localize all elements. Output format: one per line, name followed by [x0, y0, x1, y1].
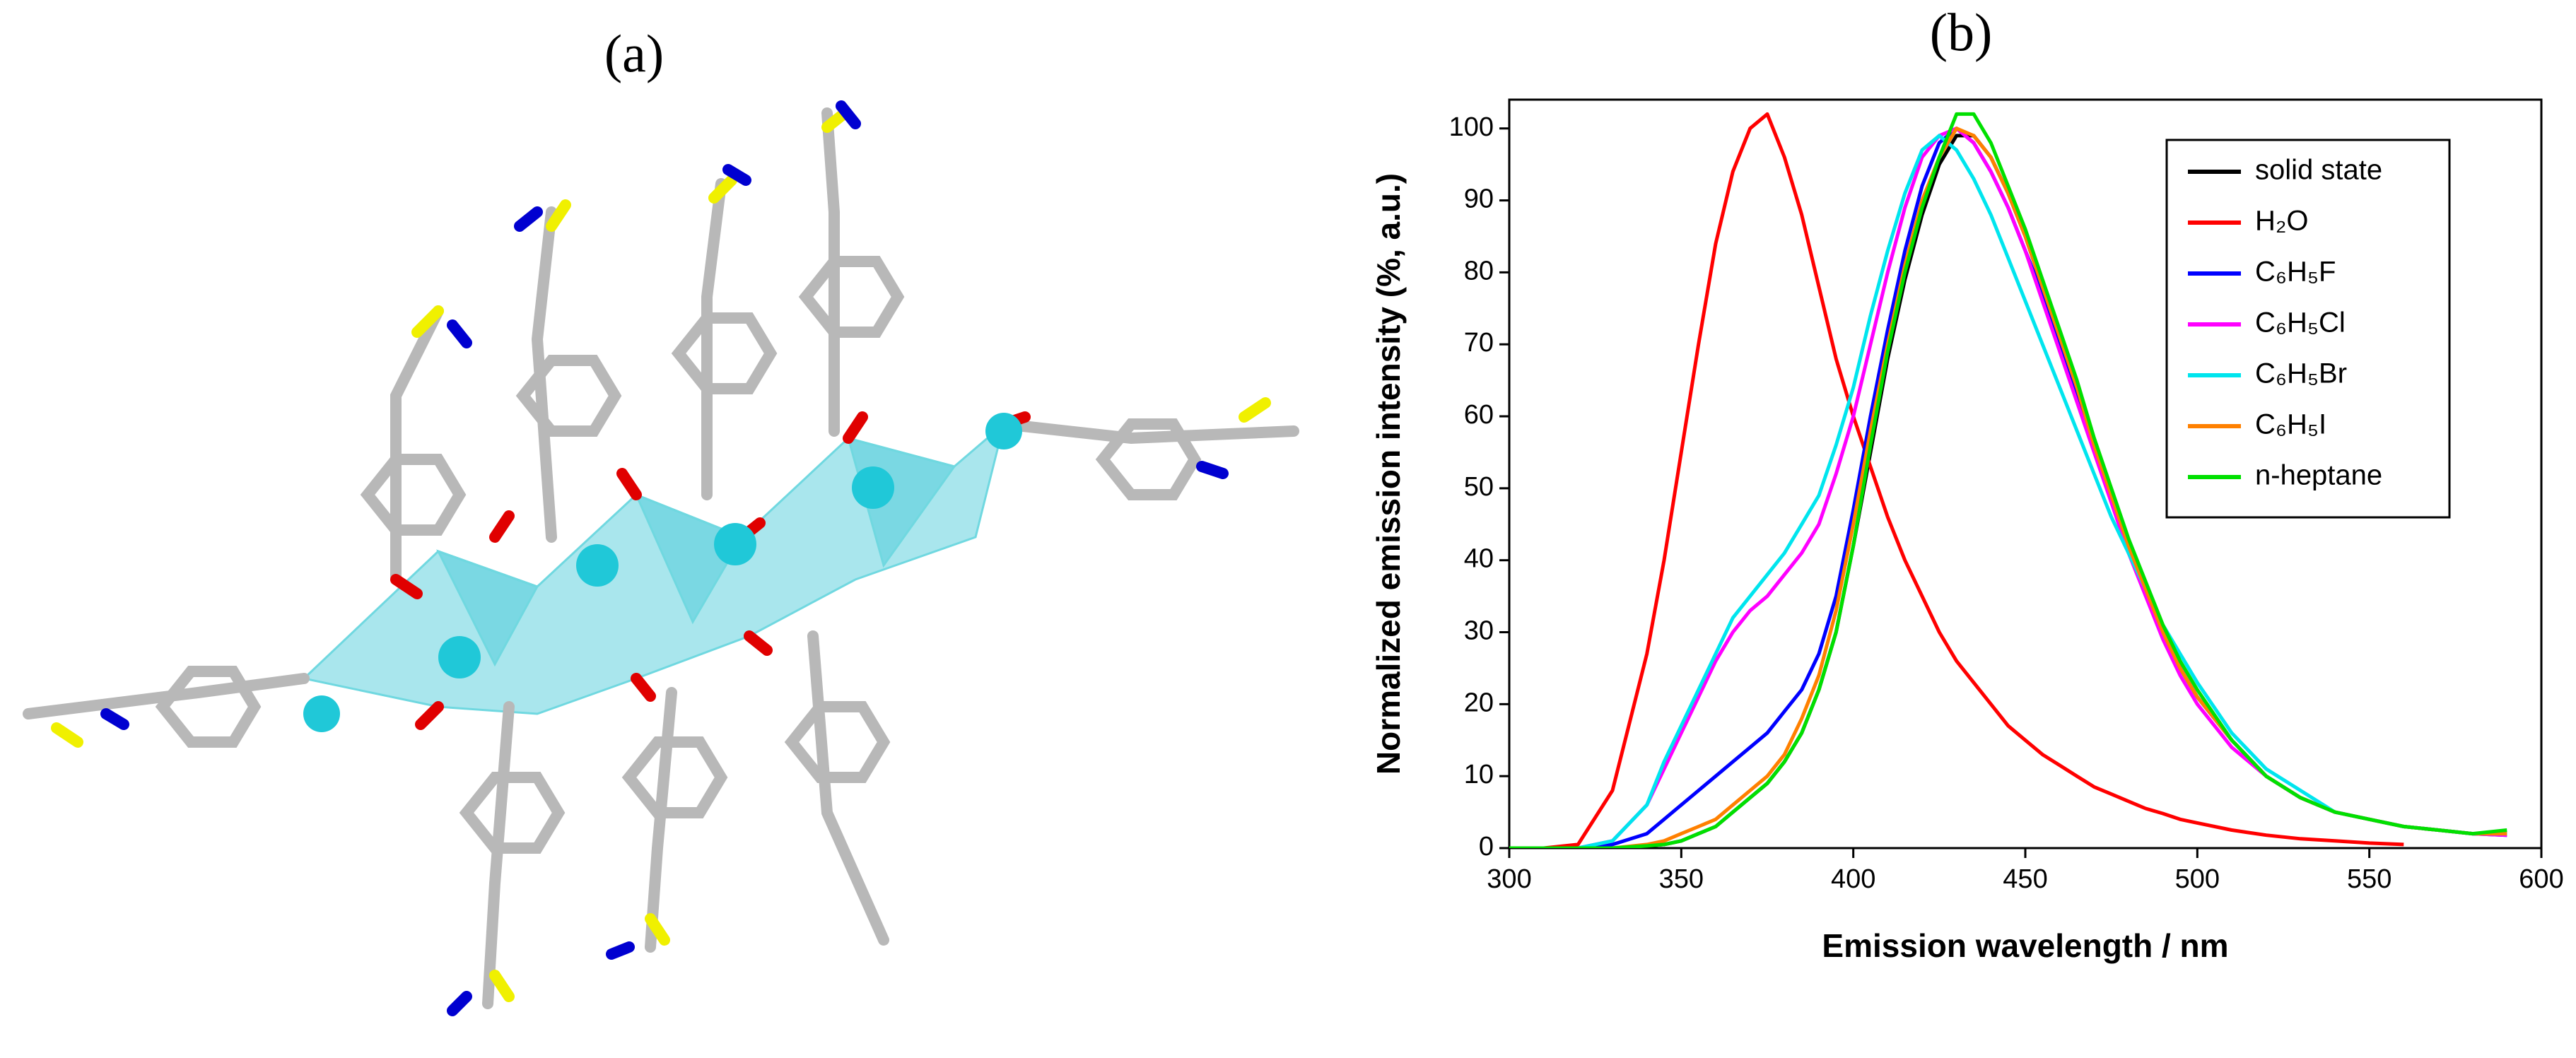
y-tick-label: 20 [1464, 688, 1494, 717]
metal-atom [303, 695, 340, 732]
polyhedron [435, 549, 539, 667]
y-tick-label: 60 [1464, 400, 1494, 430]
x-tick-label: 350 [1659, 864, 1704, 894]
y-tick-label: 50 [1464, 472, 1494, 502]
metal-atom [985, 413, 1022, 449]
polyhedron [634, 493, 744, 625]
legend-box [2165, 139, 2451, 519]
panel-label: (b) [1930, 3, 1993, 62]
x-tick-label: 450 [2003, 864, 2047, 894]
sulfur [51, 107, 1271, 1002]
metal-atom [714, 523, 756, 565]
legend-label: solid state [2255, 155, 2382, 186]
y-tick-label: 0 [1479, 832, 1494, 862]
y-axis-title: Normalized emission intensity (%, a.u.) [1370, 173, 1407, 775]
y-tick-label: 70 [1464, 328, 1494, 358]
metal-atom [576, 544, 619, 587]
y-tick-label: 10 [1464, 760, 1494, 789]
data-line [1509, 112, 2404, 848]
y-tick-label: 100 [1449, 112, 1494, 142]
y-tick-label: 30 [1464, 616, 1494, 646]
legend-label: C₆H₅I [2255, 409, 2326, 440]
legend-label: C₆H₅Br [2255, 358, 2347, 389]
metal-atom [852, 466, 894, 509]
y-tick-label: 90 [1464, 184, 1494, 214]
legend-label: C₆H₅Cl [2255, 307, 2346, 339]
metal-atom [438, 636, 481, 678]
crystal-structure [23, 100, 1299, 1016]
ring [360, 256, 905, 854]
y-tick-label: 40 [1464, 544, 1494, 574]
ring [155, 418, 1202, 748]
data-line [1509, 134, 2507, 848]
data-line [1509, 127, 2507, 848]
legend-label: H₂O [2255, 206, 2309, 237]
x-tick-label: 300 [1487, 864, 1531, 894]
x-axis-title: Emission wavelength / nm [1822, 927, 2228, 964]
linker [23, 418, 1299, 719]
panel-label: (a) [604, 24, 664, 83]
x-tick-label: 550 [2347, 864, 2391, 894]
legend-label: C₆H₅F [2255, 257, 2336, 288]
x-tick-label: 500 [2175, 864, 2220, 894]
legend-label: n-heptane [2255, 460, 2382, 491]
linker [390, 107, 889, 1009]
x-tick-label: 600 [2519, 864, 2563, 894]
data-line [1509, 112, 2507, 848]
nitrogen [100, 100, 1229, 1016]
y-tick-label: 80 [1464, 256, 1494, 286]
x-tick-label: 400 [1831, 864, 1875, 894]
